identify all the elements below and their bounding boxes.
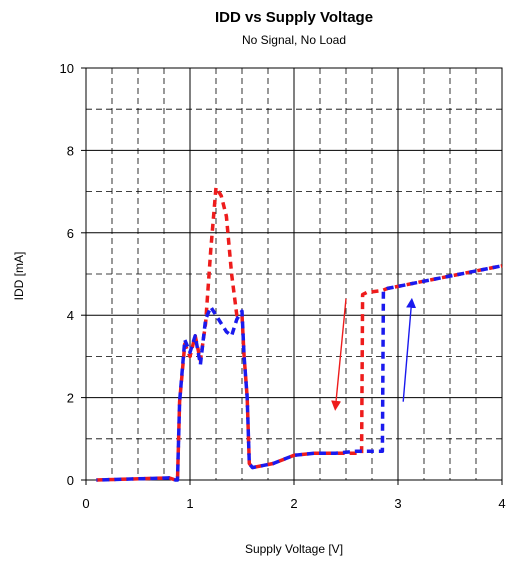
series-line-1 [96, 185, 503, 482]
y-axis-label: IDD [mA] [12, 252, 26, 301]
y-tick-label: 8 [67, 143, 74, 158]
x-tick-label: 3 [394, 496, 401, 511]
y-tick-label: 2 [67, 391, 74, 406]
tick-labels: 0 1 2 3 4 0 2 4 6 8 10 [60, 61, 506, 511]
y-tick-label: 10 [60, 61, 74, 76]
series-lines [96, 185, 503, 482]
blue-direction-arrow [402, 297, 417, 402]
red-direction-arrow [331, 298, 347, 411]
y-tick-label: 4 [67, 308, 74, 323]
chart-title: IDD vs Supply Voltage [215, 9, 373, 26]
x-tick-label: 2 [290, 496, 297, 511]
x-tick-label: 0 [82, 496, 89, 511]
series-line-2 [96, 264, 503, 482]
x-tick-label: 4 [498, 496, 505, 511]
chart-subtitle: No Signal, No Load [242, 33, 346, 47]
y-tick-label: 6 [67, 226, 74, 241]
x-axis-label: Supply Voltage [V] [245, 542, 343, 556]
y-tick-label: 0 [67, 473, 74, 488]
annotations [331, 297, 417, 411]
grid [86, 68, 502, 480]
x-tick-label: 1 [186, 496, 193, 511]
